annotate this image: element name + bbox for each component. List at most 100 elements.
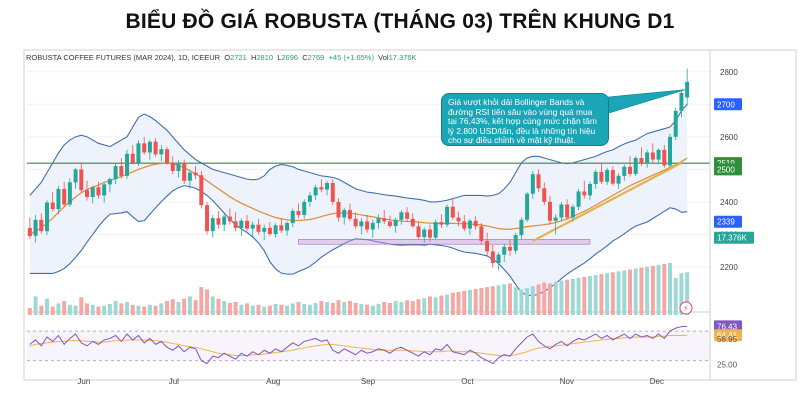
candle-body [365, 221, 370, 230]
candle-body [73, 169, 78, 183]
candle-body [610, 170, 615, 184]
volume-bar [336, 300, 341, 315]
volume-bar [370, 305, 375, 315]
candle-body [159, 149, 164, 155]
candle-body [593, 171, 598, 185]
y-tick-label: 2800 [720, 68, 738, 77]
rsi-panel [27, 325, 710, 365]
legend-close: 2769 [307, 53, 325, 62]
volume-bar [136, 305, 141, 315]
price-tag-bg [714, 231, 754, 244]
volume-bar [347, 301, 352, 315]
candle-body [382, 218, 387, 222]
volume-bar [210, 296, 215, 315]
candle-body [570, 206, 575, 218]
volume-bar [416, 299, 421, 315]
candle-body [490, 251, 495, 264]
volume-bars [27, 263, 690, 315]
volume-bar [376, 303, 381, 315]
candle-body [473, 220, 478, 227]
candle-body [582, 191, 587, 196]
price-tag: 2339 [717, 218, 735, 227]
candle-body [519, 219, 524, 236]
candle-body [96, 187, 101, 196]
volume-bar [119, 303, 124, 315]
volume-bar [199, 287, 204, 315]
volume-bar [353, 302, 358, 315]
candle-body [50, 202, 55, 210]
candle-body [267, 227, 272, 235]
candle-body [462, 221, 467, 229]
candle-body [119, 166, 124, 176]
volume-bar [433, 297, 438, 315]
candle-body [496, 254, 501, 264]
volume-bar [307, 304, 312, 315]
candle-body [467, 220, 472, 229]
candle-body [153, 141, 158, 155]
volume-bar [576, 277, 581, 315]
candle-body [130, 153, 135, 163]
candle-body [433, 222, 438, 238]
volume-bar [673, 277, 678, 315]
candle-body [319, 187, 324, 190]
candle-body [33, 219, 38, 236]
candle-body [605, 170, 610, 182]
candle-body [342, 210, 347, 218]
candle-body [353, 218, 358, 227]
candle-body [479, 226, 484, 241]
volume-bar [56, 303, 61, 315]
volume-bar [525, 288, 530, 315]
volume-bar [319, 301, 324, 315]
volume-bar [519, 289, 524, 315]
volume-bar [496, 285, 501, 315]
volume-bar [530, 286, 535, 315]
candle-body [667, 136, 672, 166]
rsi-tag: 58.95 [717, 335, 738, 344]
candle-body [565, 204, 570, 218]
volume-bar [273, 303, 278, 315]
legend-open-label: O [224, 53, 231, 62]
candle-body [233, 221, 238, 228]
trend-line [532, 161, 682, 242]
volume-bar [222, 301, 227, 315]
volume-bar [553, 281, 558, 315]
candle-body [330, 183, 335, 202]
volume-bar [216, 298, 221, 315]
legend-close-label: C [302, 53, 308, 62]
volume-bar [205, 289, 210, 315]
volume-bar [490, 286, 495, 315]
x-tick-label: Sep [361, 377, 376, 386]
candle-body [273, 225, 278, 235]
candle-body [405, 212, 410, 219]
candle-body [262, 227, 267, 232]
volume-bar [536, 284, 541, 315]
volume-bar [473, 289, 478, 315]
volume-bar [256, 304, 261, 315]
volume-bar [387, 302, 392, 315]
candle-body [650, 152, 655, 160]
candle-body [359, 221, 364, 227]
candle-body [45, 202, 50, 232]
rsi-tag: 76.43 [717, 322, 738, 331]
candle-body [370, 223, 375, 230]
candle-body [67, 182, 72, 205]
candle-body [222, 216, 227, 225]
volume-bar [599, 274, 604, 315]
price-tag: 17.376K [717, 234, 747, 243]
candle-body [307, 195, 312, 202]
volume-bar [330, 302, 335, 315]
volume-bar [427, 296, 432, 315]
volume-bar [639, 267, 644, 315]
volume-bar [153, 305, 158, 315]
volume-bar [250, 305, 255, 315]
candle-body [107, 179, 112, 185]
alert-glyph: ⚡ [683, 304, 689, 313]
x-tick-label: Aug [266, 377, 280, 386]
volume-bar [616, 271, 621, 315]
volume-bar [170, 299, 175, 315]
volume-bar [685, 272, 690, 315]
candle-body [502, 246, 507, 255]
volume-bar [165, 301, 170, 315]
candle-body [456, 217, 461, 222]
